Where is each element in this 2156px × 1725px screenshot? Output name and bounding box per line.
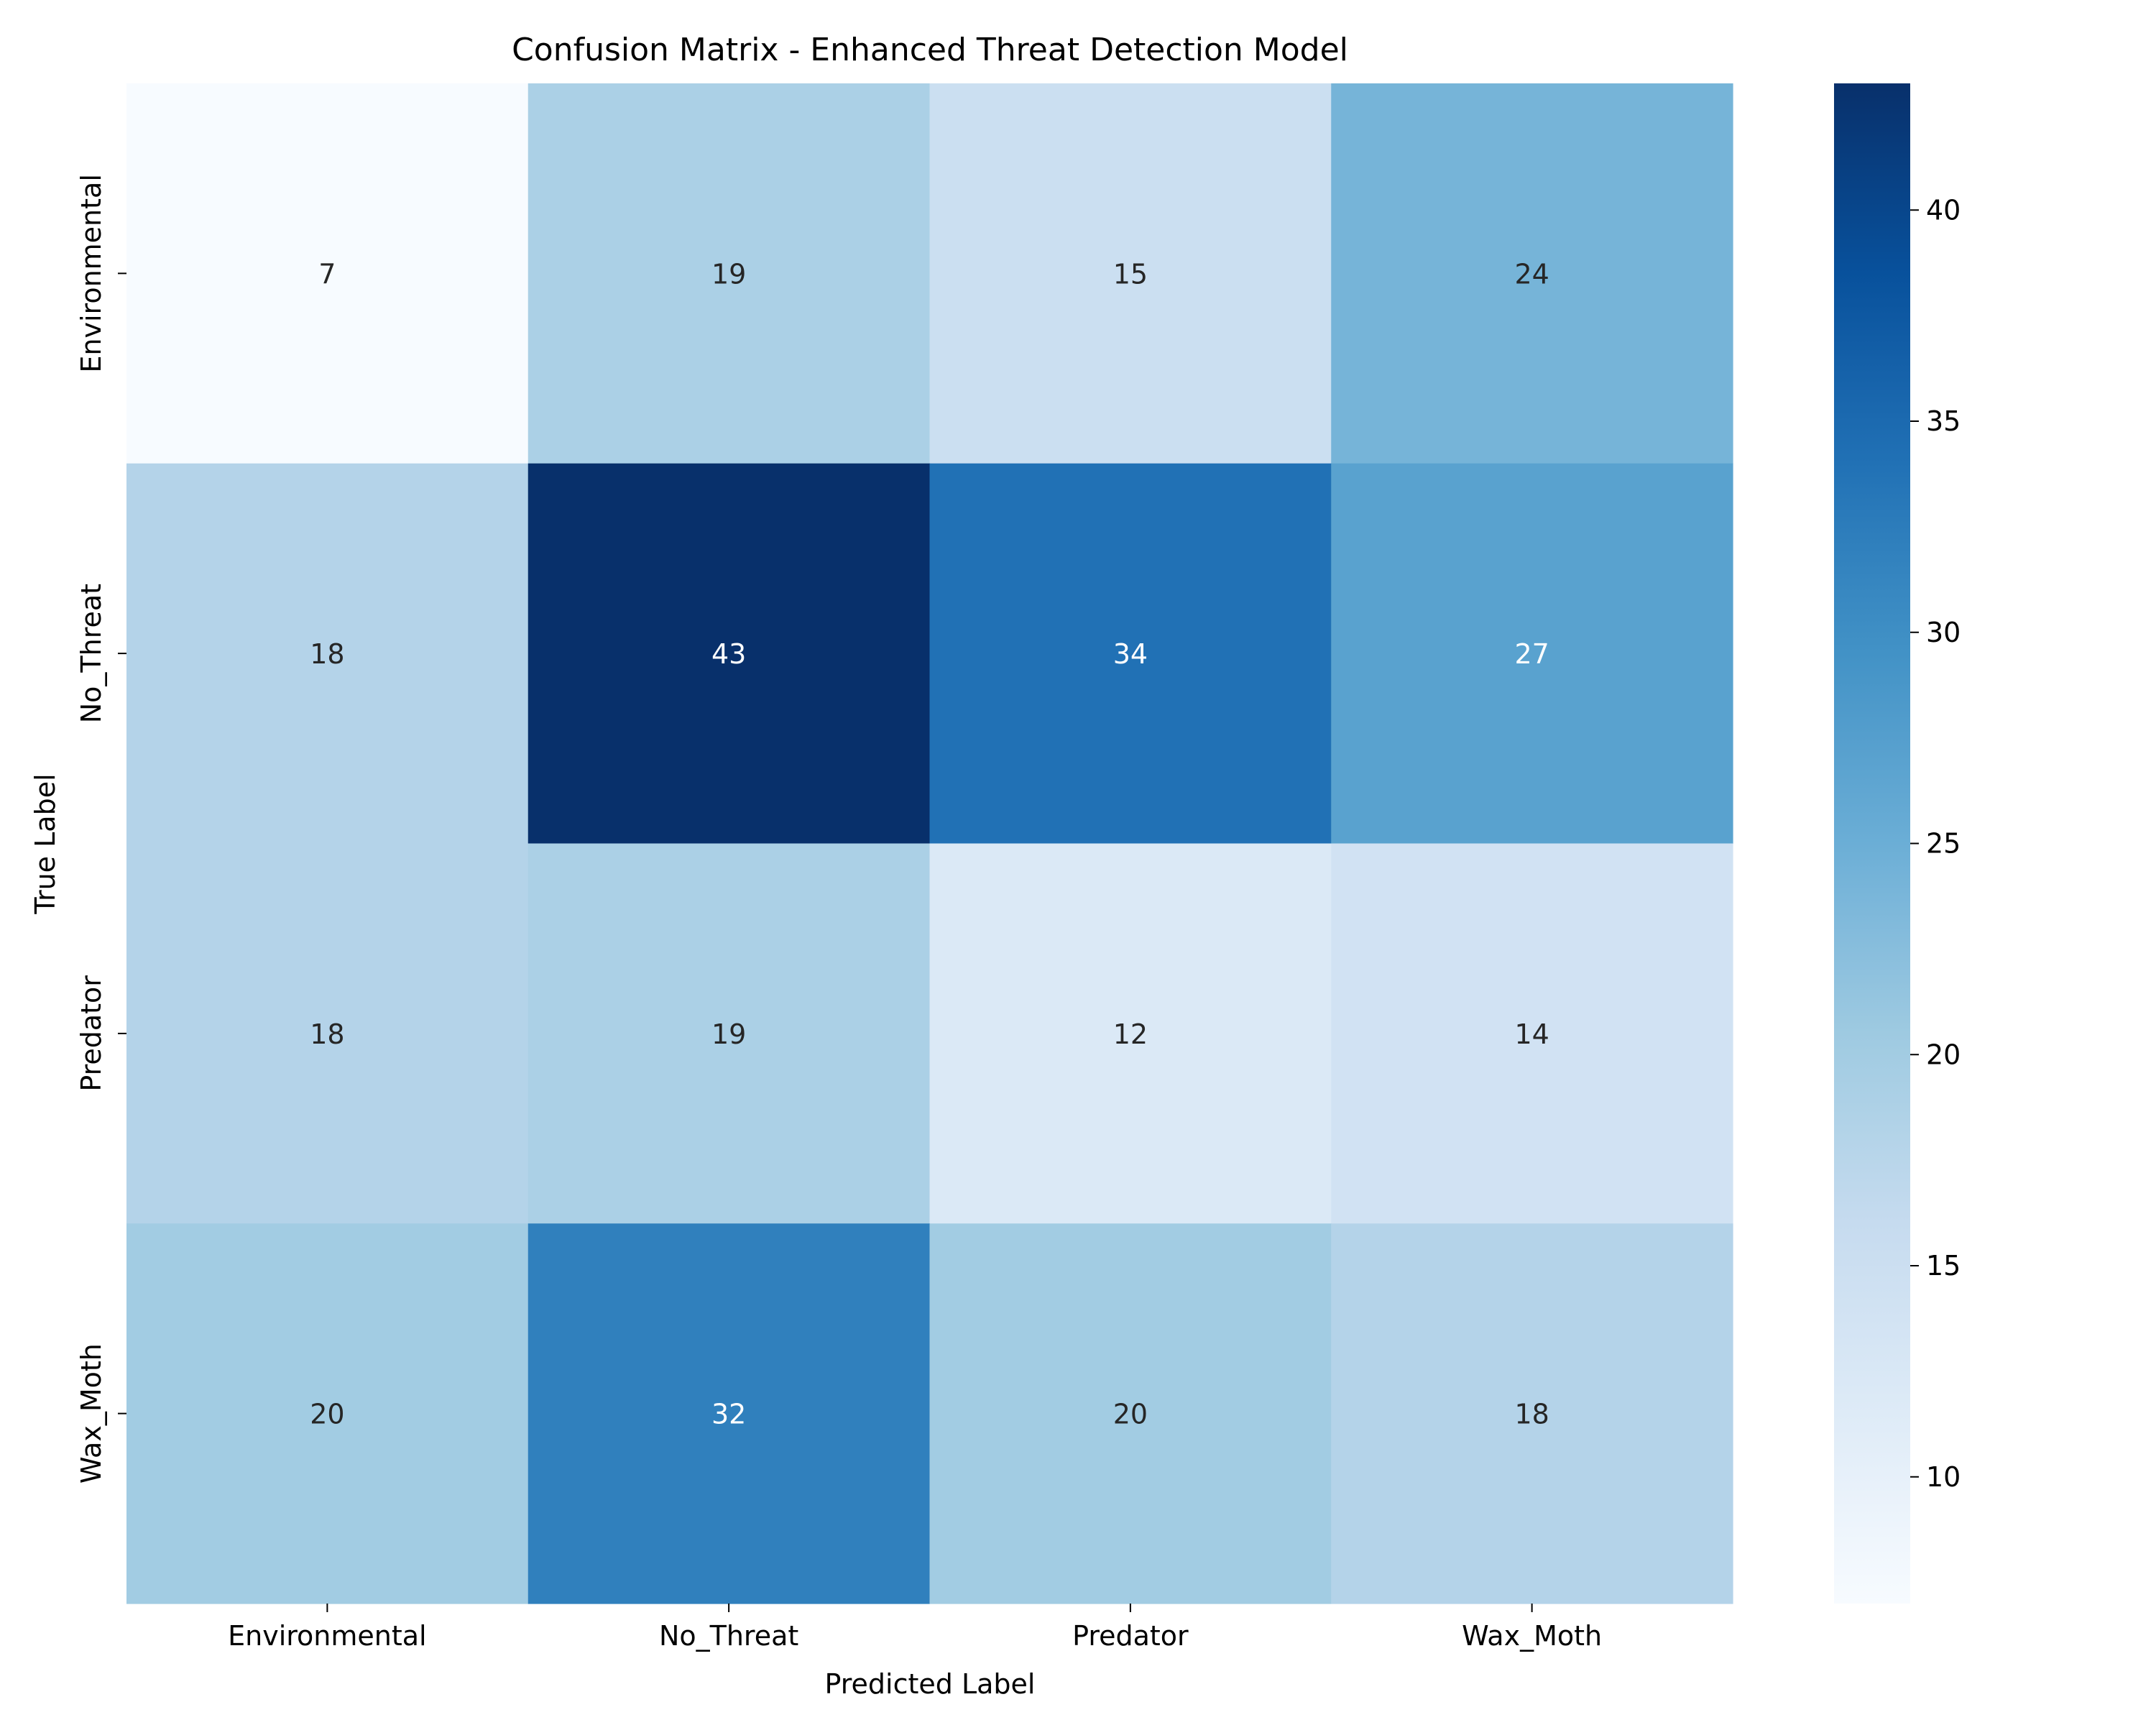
heatmap-cell	[929, 463, 1332, 845]
colorbar-tick-label: 20	[1926, 1039, 1961, 1070]
colorbar-tick-label: 10	[1926, 1461, 1961, 1493]
y-tick-label: Predator	[75, 975, 107, 1092]
x-tick-label: Environmental	[228, 1620, 426, 1652]
cell-value-label: 7	[318, 258, 336, 290]
cell-value-labels: 7 19 15 24 18 43 34 27 18 19 12 14 20 32 20 18	[310, 258, 1549, 1430]
colorbar-tick-label: 30	[1926, 617, 1961, 648]
cell-value-label: 34	[1113, 638, 1148, 670]
heatmap-cell	[1331, 1223, 1733, 1604]
cell-value-label: 20	[1113, 1399, 1148, 1430]
cell-value-label: 20	[310, 1399, 344, 1430]
heatmap-cell	[1331, 83, 1733, 464]
heatmap-cells	[126, 83, 1733, 1604]
heatmap-cell	[528, 83, 931, 464]
y-tick-label: Wax_Moth	[75, 1343, 107, 1484]
cell-value-label: 18	[1514, 1399, 1549, 1430]
cell-value-label: 19	[711, 1018, 746, 1050]
heatmap-cell	[126, 843, 529, 1224]
heatmap-cell	[126, 1223, 529, 1604]
x-tick-label: Predator	[1072, 1620, 1189, 1652]
heatmap-cell	[126, 463, 529, 845]
colorbar-tick-label: 35	[1926, 405, 1961, 437]
heatmap-cell	[1331, 843, 1733, 1224]
cell-value-label: 12	[1113, 1018, 1148, 1050]
colorbar-tick-label: 25	[1926, 828, 1961, 860]
colorbar-tick-label: 40	[1926, 194, 1961, 226]
heatmap-cell	[929, 843, 1332, 1224]
cell-value-label: 43	[711, 638, 746, 670]
cell-value-label: 19	[711, 258, 746, 290]
cell-value-label: 18	[310, 638, 344, 670]
heatmap-cell	[1331, 463, 1733, 845]
heatmap-cell	[929, 1223, 1332, 1604]
cell-value-label: 15	[1113, 258, 1148, 290]
heatmap-cell	[126, 83, 529, 464]
chart-title: Confusion Matrix - Enhanced Threat Detec…	[512, 32, 1348, 68]
x-axis: Environmental No_Threat Predator Wax_Moth	[228, 1604, 1602, 1652]
y-tick-label: No_Threat	[75, 584, 107, 723]
cell-value-label: 32	[711, 1399, 746, 1430]
cell-value-label: 24	[1514, 258, 1549, 290]
cell-value-label: 14	[1514, 1018, 1549, 1050]
x-tick-label: Wax_Moth	[1462, 1620, 1602, 1652]
heatmap-cell	[528, 463, 931, 845]
y-tick-label: Environmental	[75, 174, 107, 372]
colorbar-tick-label: 15	[1926, 1250, 1961, 1282]
heatmap-cell	[528, 843, 931, 1224]
colorbar: 10 15 20 25 30 35 40	[1834, 83, 1961, 1604]
y-axis: Environmental No_Threat Predator Wax_Moth	[75, 174, 126, 1484]
heatmap-cell	[528, 1223, 931, 1604]
heatmap-cell	[929, 83, 1332, 464]
y-axis-label: True Label	[29, 773, 61, 914]
colorbar-gradient	[1834, 83, 1910, 1604]
cell-value-label: 27	[1514, 638, 1549, 670]
x-tick-label: No_Threat	[659, 1620, 798, 1652]
cell-value-label: 18	[310, 1018, 344, 1050]
x-axis-label: Predicted Label	[825, 1668, 1036, 1700]
